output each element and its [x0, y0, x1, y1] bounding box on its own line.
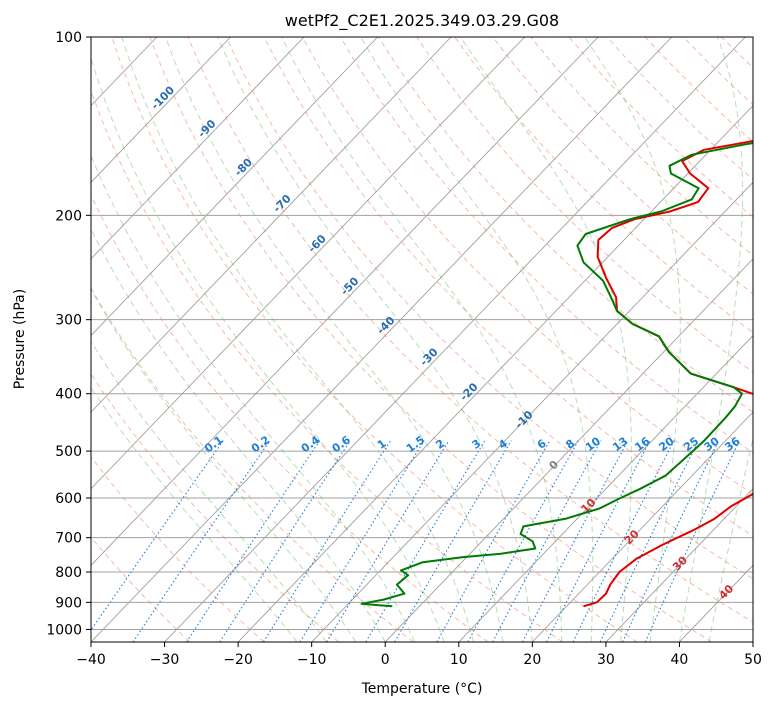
y-axis-ticks: 100 200 300 400 500 600 700 800 900 1000 — [46, 30, 91, 638]
dry-adiabats — [91, 37, 753, 642]
plot-frame — [90, 36, 754, 643]
y-tick-label: 600 — [55, 491, 82, 507]
moist-adiabat-line — [91, 56, 445, 642]
mixing-ratio-line — [263, 440, 392, 642]
y-axis-label: Pressure (hPa) — [12, 289, 28, 389]
y-tick-label: 400 — [55, 387, 82, 403]
chart-title: wetPf2_C2E1.2025.349.03.29.G08 — [285, 11, 559, 31]
mixing-ratio-line — [394, 440, 512, 642]
mixing-ratio-line — [492, 440, 602, 642]
moist-adiabat-line — [91, 340, 327, 642]
x-tick-label: 10 — [450, 652, 468, 668]
isotherm-line — [237, 104, 753, 642]
y-tick-label: 300 — [55, 313, 82, 329]
y-tick-label: 700 — [55, 531, 82, 547]
isotherm-line — [91, 37, 599, 566]
moist-adiabat-line — [217, 37, 533, 642]
y-tick-label: 500 — [55, 444, 82, 460]
mixing-ratio-lines — [91, 440, 741, 642]
y-tick-label: 200 — [55, 208, 82, 224]
x-tick-label: 20 — [523, 652, 541, 668]
dry-adiabat-line — [111, 37, 638, 642]
mixing-ratio-line — [132, 440, 271, 642]
x-tick-label: −40 — [76, 652, 106, 668]
x-tick-label: 30 — [597, 652, 615, 668]
mixing-ratio-line — [572, 440, 675, 642]
x-tick-label: −30 — [150, 652, 180, 668]
isotherm-line — [605, 488, 753, 642]
x-axis-ticks: −40 −30 −20 −10 0 10 20 30 40 50 — [76, 642, 762, 668]
mixing-ratio-line — [91, 440, 224, 632]
dry-adiabat-line — [225, 37, 753, 580]
dry-adiabat-line — [339, 37, 753, 454]
isotherm-line — [531, 411, 753, 642]
dry-adiabat-line — [301, 37, 753, 495]
isotherm-line — [458, 334, 753, 642]
isobar-gridlines — [91, 37, 753, 630]
moist-adiabat-line — [678, 37, 744, 642]
dry-adiabat-line — [492, 37, 753, 295]
moist-adiabats — [91, 37, 753, 642]
moist-adiabat-line — [91, 288, 357, 642]
moist-adiabat-line — [584, 37, 681, 642]
x-tick-label: −20 — [223, 652, 253, 668]
isotherm-line — [91, 37, 673, 642]
isotherm-line — [91, 37, 305, 260]
mixing-ratio-line — [365, 440, 486, 642]
isotherm-line — [91, 37, 526, 490]
moist-adiabat-line — [121, 37, 474, 642]
mixing-ratio-line — [219, 440, 351, 642]
dry-adiabat-line — [187, 37, 753, 623]
dry-adiabat-line — [378, 37, 753, 413]
sounding-series — [360, 140, 753, 608]
plot-area: -100-90-80-70-60-50-40-30-20-10010203040… — [91, 37, 753, 642]
isotherm-line — [384, 258, 753, 642]
mixing-ratio-line — [467, 440, 579, 642]
dry-adiabat-line — [91, 286, 414, 642]
x-tick-label: 0 — [381, 652, 390, 668]
mixing-ratio-line — [436, 440, 551, 642]
moist-adiabat-line — [91, 386, 298, 642]
x-tick-label: 50 — [744, 652, 762, 668]
isotherm-line — [164, 37, 746, 642]
dry-adiabat-line — [91, 89, 563, 642]
y-tick-label: 800 — [55, 565, 82, 581]
dry-adiabat-line — [91, 373, 340, 642]
isotherm-line — [91, 37, 452, 413]
moist-adiabat-line — [281, 37, 563, 642]
mixing-ratio-line — [186, 440, 321, 642]
isotherm-line — [91, 37, 231, 183]
isotherm-line — [91, 37, 378, 337]
dry-adiabat-line — [454, 37, 753, 334]
dry-adiabat-line — [149, 37, 713, 642]
moist-adiabat-line — [91, 154, 416, 642]
x-axis-label: Temperature (°C) — [361, 681, 483, 697]
x-tick-label: −10 — [297, 652, 327, 668]
moist-adiabat-line — [91, 227, 386, 642]
moist-adiabat-line — [708, 436, 753, 642]
y-tick-label: 1000 — [46, 622, 82, 638]
mixing-ratio-line — [299, 440, 425, 642]
y-tick-label: 100 — [55, 30, 82, 46]
y-tick-label: 900 — [55, 595, 82, 611]
dry-adiabat-line — [91, 194, 489, 642]
moist-adiabat-line — [360, 37, 594, 642]
isotherm-lines — [91, 37, 753, 642]
mixing-ratio-line — [326, 440, 450, 642]
dewpoint-profile-line — [360, 142, 753, 608]
x-tick-label: 40 — [671, 652, 689, 668]
moist-adiabat-line — [165, 37, 504, 642]
dry-adiabat-line — [263, 37, 753, 537]
mixing-ratio-line — [599, 440, 700, 642]
